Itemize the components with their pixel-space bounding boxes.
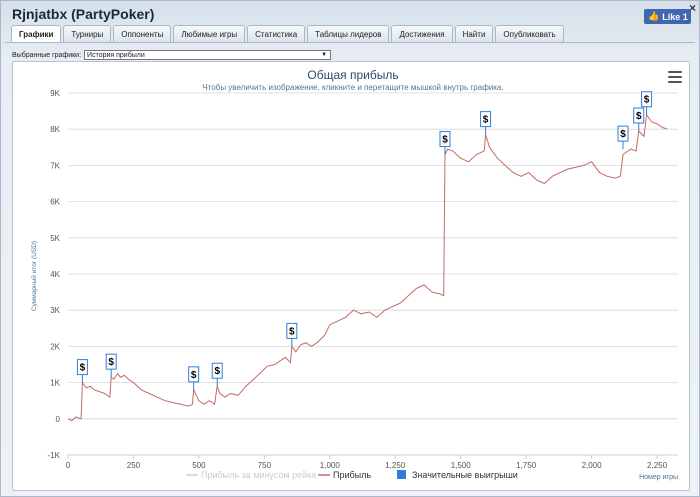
tab-achievements[interactable]: Достижения bbox=[391, 25, 453, 42]
big-win-marker-label: $ bbox=[636, 111, 642, 122]
tab-tournaments[interactable]: Турниры bbox=[63, 25, 112, 42]
y-tick-label: 5K bbox=[50, 234, 60, 243]
big-win-marker[interactable]: $ bbox=[641, 91, 653, 115]
y-tick-label: 4K bbox=[50, 270, 60, 279]
facebook-like-button[interactable]: 👍 Like 1 bbox=[644, 9, 691, 24]
close-icon[interactable]: × bbox=[688, 1, 696, 15]
tab-opponents[interactable]: Оппоненты bbox=[113, 25, 172, 42]
big-win-marker-label: $ bbox=[80, 363, 86, 374]
y-tick-label: 7K bbox=[50, 161, 60, 170]
x-tick-label: 2,000 bbox=[582, 461, 603, 470]
chart-grid bbox=[68, 92, 678, 456]
tab-statistics[interactable]: Статистика bbox=[247, 25, 306, 42]
graph-selector: Выбранные графики: История прибыли ▼ bbox=[12, 50, 332, 60]
big-win-marker-label: $ bbox=[108, 357, 114, 368]
like-label: Like 1 bbox=[662, 11, 688, 22]
big-win-marker-label: $ bbox=[214, 366, 220, 377]
legend-item[interactable]: Прибыль bbox=[318, 470, 371, 480]
big-win-marker[interactable]: $ bbox=[633, 107, 645, 132]
big-win-marker[interactable]: $ bbox=[617, 125, 629, 150]
tab-divider bbox=[5, 42, 695, 43]
tab-bar: Графики Турниры Оппоненты Любимые игры С… bbox=[11, 25, 564, 43]
legend-item[interactable]: Значительные выигрыши bbox=[397, 470, 518, 480]
big-win-marker-label: $ bbox=[442, 135, 448, 146]
big-wins-markers: $ $$ $$$$$$$ bbox=[76, 91, 653, 390]
x-axis-title: Номер игры bbox=[639, 474, 678, 481]
x-tick-label: 250 bbox=[127, 461, 141, 470]
chart-menu-icon[interactable] bbox=[668, 71, 682, 83]
x-tick-label: 1,500 bbox=[451, 461, 472, 470]
graph-select[interactable]: История прибыли ▼ bbox=[84, 50, 332, 60]
chart-legend: Прибыль за минусом рейка Прибыль Значитель… bbox=[186, 470, 518, 480]
y-axis: -1K 0 1K 2K 3K 4K 5K 6K 7K 8K 9K bbox=[48, 89, 61, 460]
big-win-marker[interactable]: $ bbox=[211, 362, 223, 387]
y-tick-label: -1K bbox=[48, 451, 61, 460]
x-tick-label: 1,250 bbox=[385, 461, 406, 470]
x-tick-label: 500 bbox=[192, 461, 206, 470]
y-tick-label: 8K bbox=[50, 125, 60, 134]
y-tick-label: 3K bbox=[50, 306, 60, 315]
legend-item[interactable]: Прибыль за минусом рейка bbox=[186, 470, 316, 480]
big-win-marker-label: $ bbox=[644, 95, 650, 106]
legend-label: Значительные выигрыши bbox=[412, 470, 518, 480]
profit-series-line bbox=[67, 113, 668, 422]
window-title: Rjnjatbx (PartyPoker) bbox=[12, 6, 155, 22]
y-tick-label: 0 bbox=[56, 415, 61, 424]
x-tick-label: 2,250 bbox=[647, 461, 668, 470]
x-tick-label: 1,000 bbox=[320, 461, 341, 470]
tab-graphs[interactable]: Графики bbox=[11, 25, 62, 43]
x-tick-label: 750 bbox=[258, 461, 272, 470]
big-win-marker[interactable]: $ bbox=[480, 111, 492, 135]
chevron-down-icon: ▼ bbox=[321, 52, 328, 58]
big-win-marker-label: $ bbox=[483, 115, 489, 126]
big-win-marker-label: $ bbox=[191, 370, 197, 381]
x-tick-label: 1,750 bbox=[516, 461, 537, 470]
big-win-marker[interactable]: $ bbox=[286, 322, 298, 347]
chart-title: Общая прибыль bbox=[307, 68, 398, 82]
graph-select-value: История прибыли bbox=[87, 51, 145, 59]
tab-publish[interactable]: Опубликовать bbox=[495, 25, 564, 42]
big-win-marker[interactable]: $ bbox=[76, 359, 88, 383]
x-tick-label: 0 bbox=[66, 461, 71, 470]
big-win-marker[interactable]: $ bbox=[439, 131, 451, 155]
x-axis: 0 250 500 750 1,000 1,250 1,500 1,750 2,000 2,250 bbox=[66, 454, 678, 470]
thumbs-up-icon: 👍 bbox=[648, 11, 660, 21]
legend-label: Прибыль за минусом рейка bbox=[201, 470, 316, 480]
y-tick-label: 1K bbox=[50, 379, 60, 388]
y-axis-title: Суммарный итог (USD) bbox=[30, 241, 38, 311]
big-win-marker-label: $ bbox=[620, 129, 626, 140]
tab-leaderboards[interactable]: Таблицы лидеров bbox=[307, 25, 390, 42]
tab-find[interactable]: Найти bbox=[454, 25, 494, 42]
y-tick-label: 6K bbox=[50, 198, 60, 207]
big-win-marker[interactable]: $ bbox=[188, 366, 200, 390]
graph-selector-label: Выбранные графики: bbox=[12, 51, 82, 59]
big-win-marker-label: $ bbox=[289, 326, 295, 337]
big-win-marker[interactable]: $ bbox=[105, 353, 117, 378]
legend-label: Прибыль bbox=[333, 470, 371, 480]
chart-container[interactable] bbox=[12, 61, 690, 491]
tab-favorite-games[interactable]: Любимые игры bbox=[173, 25, 246, 42]
y-tick-label: 2K bbox=[50, 342, 60, 351]
chart-series bbox=[67, 113, 668, 422]
y-tick-label: 9K bbox=[50, 89, 60, 98]
chart-subtitle: Чтобы увеличить изображение, кликните и … bbox=[202, 83, 503, 92]
